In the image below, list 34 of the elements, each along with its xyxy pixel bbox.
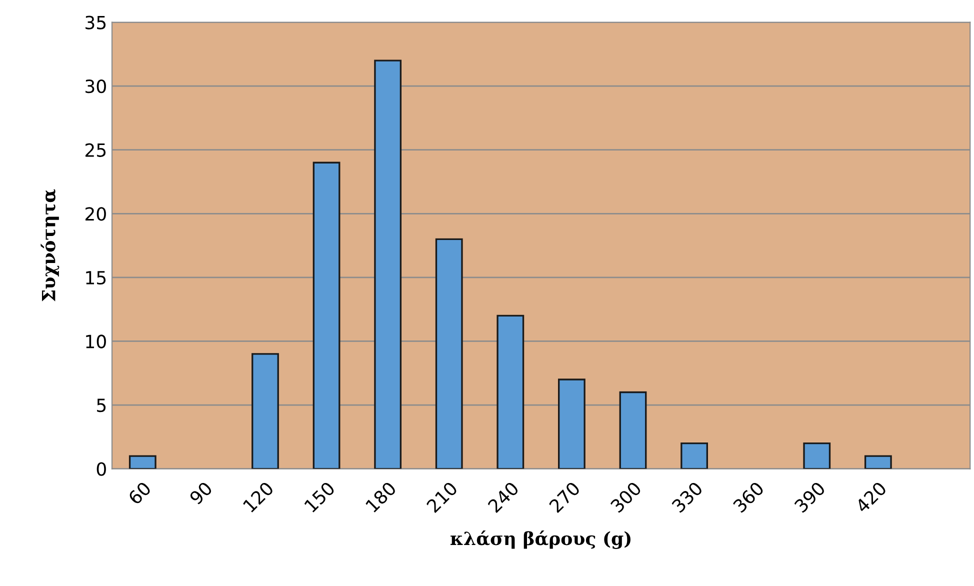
x-tick-label: 60	[128, 480, 152, 506]
bar	[252, 353, 279, 469]
x-tick-label: 270	[548, 480, 581, 514]
y-tick-label: 5	[97, 398, 106, 412]
y-tick-label: 25	[85, 143, 106, 157]
y-axis-title: Συχνότητα	[40, 189, 60, 302]
x-tick-label: 330	[671, 480, 704, 514]
x-tick-label: 360	[732, 480, 765, 514]
y-tick-label: 35	[86, 16, 106, 30]
x-tick-label: 180	[365, 480, 397, 513]
x-tick-label: 240	[487, 480, 520, 514]
bar	[435, 238, 463, 469]
x-tick-label: 90	[188, 480, 213, 506]
x-tick-label: 210	[426, 480, 458, 514]
y-tick-label: 15	[86, 271, 106, 285]
bar	[128, 455, 156, 469]
y-tick-label: 20	[85, 207, 106, 221]
bar	[558, 378, 586, 469]
x-tick-label: 390	[794, 480, 826, 514]
bar	[312, 162, 340, 469]
y-tick-label: 30	[86, 80, 106, 94]
x-tick-label: 300	[610, 480, 642, 514]
y-tick-label: 10	[86, 334, 106, 348]
bar	[619, 391, 647, 469]
bar	[374, 60, 402, 469]
bar	[864, 455, 892, 469]
x-tick-label: 420	[854, 480, 888, 514]
bar	[496, 314, 524, 469]
y-tick-label: 0	[96, 462, 106, 476]
x-tick-label: 150	[304, 480, 336, 513]
bar	[803, 442, 831, 469]
bar	[680, 442, 708, 469]
x-tick-label: 120	[242, 480, 274, 513]
x-axis-title: κλάση βάρους (g)	[450, 530, 630, 549]
